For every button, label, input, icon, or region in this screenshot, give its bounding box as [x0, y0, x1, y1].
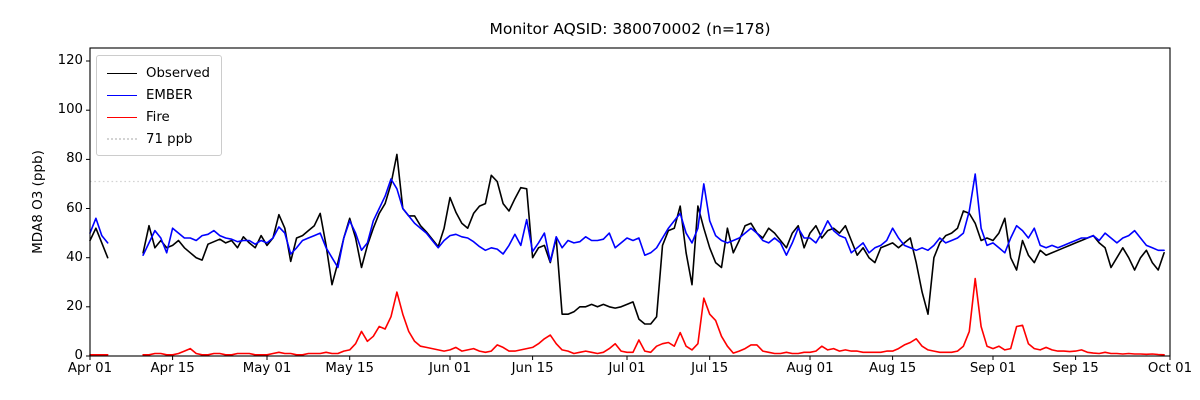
y-tick-label: 80	[66, 151, 83, 167]
x-tick-label: Aug 15	[869, 361, 917, 376]
series-line-fire	[89, 277, 1165, 356]
fire-line-sample	[107, 116, 137, 118]
x-tick-label: Jul 15	[691, 361, 729, 376]
legend-item-observed: Observed	[107, 62, 210, 84]
series-line-observed	[89, 153, 1165, 325]
legend: Observed EMBER Fire 71 ppb	[96, 55, 222, 156]
legend-item-threshold: 71 ppb	[107, 128, 210, 150]
x-tick-label: Apr 15	[150, 361, 195, 376]
y-tick-label: 120	[57, 53, 83, 69]
threshold-line-sample	[107, 138, 137, 140]
y-tick-label: 0	[74, 348, 83, 363]
x-tick-label: May 01	[242, 361, 292, 376]
x-tick-label: May 15	[325, 361, 374, 376]
x-tick-label: Sep 15	[1052, 361, 1099, 376]
legend-label-ember: EMBER	[146, 87, 193, 103]
x-tick-label: Sep 01	[969, 361, 1017, 376]
y-tick-label: 100	[57, 102, 83, 118]
y-tick-label: 60	[66, 200, 83, 216]
ember-line-sample	[107, 94, 137, 96]
legend-label-fire: Fire	[146, 109, 170, 125]
x-tick-label: Apr 01	[67, 361, 113, 376]
legend-item-fire: Fire	[107, 106, 210, 128]
axes-frame	[89, 47, 1171, 357]
x-tick-label: Jun 01	[429, 361, 471, 376]
legend-label-observed: Observed	[146, 65, 210, 81]
x-tick-label: Jun 15	[511, 361, 554, 376]
legend-item-ember: EMBER	[107, 84, 210, 106]
x-tick-label: Oct 01	[1147, 361, 1193, 376]
x-tick-label: Aug 01	[786, 361, 834, 376]
series-line-ember	[89, 173, 1165, 269]
chart-title: Monitor AQSID: 380070002 (n=178)	[489, 20, 771, 38]
y-tick-label: 40	[66, 249, 83, 265]
observed-line-sample	[107, 72, 137, 74]
legend-label-threshold: 71 ppb	[146, 131, 193, 147]
y-tick-label: 20	[66, 298, 83, 314]
x-tick-label: Jul 01	[608, 361, 646, 376]
